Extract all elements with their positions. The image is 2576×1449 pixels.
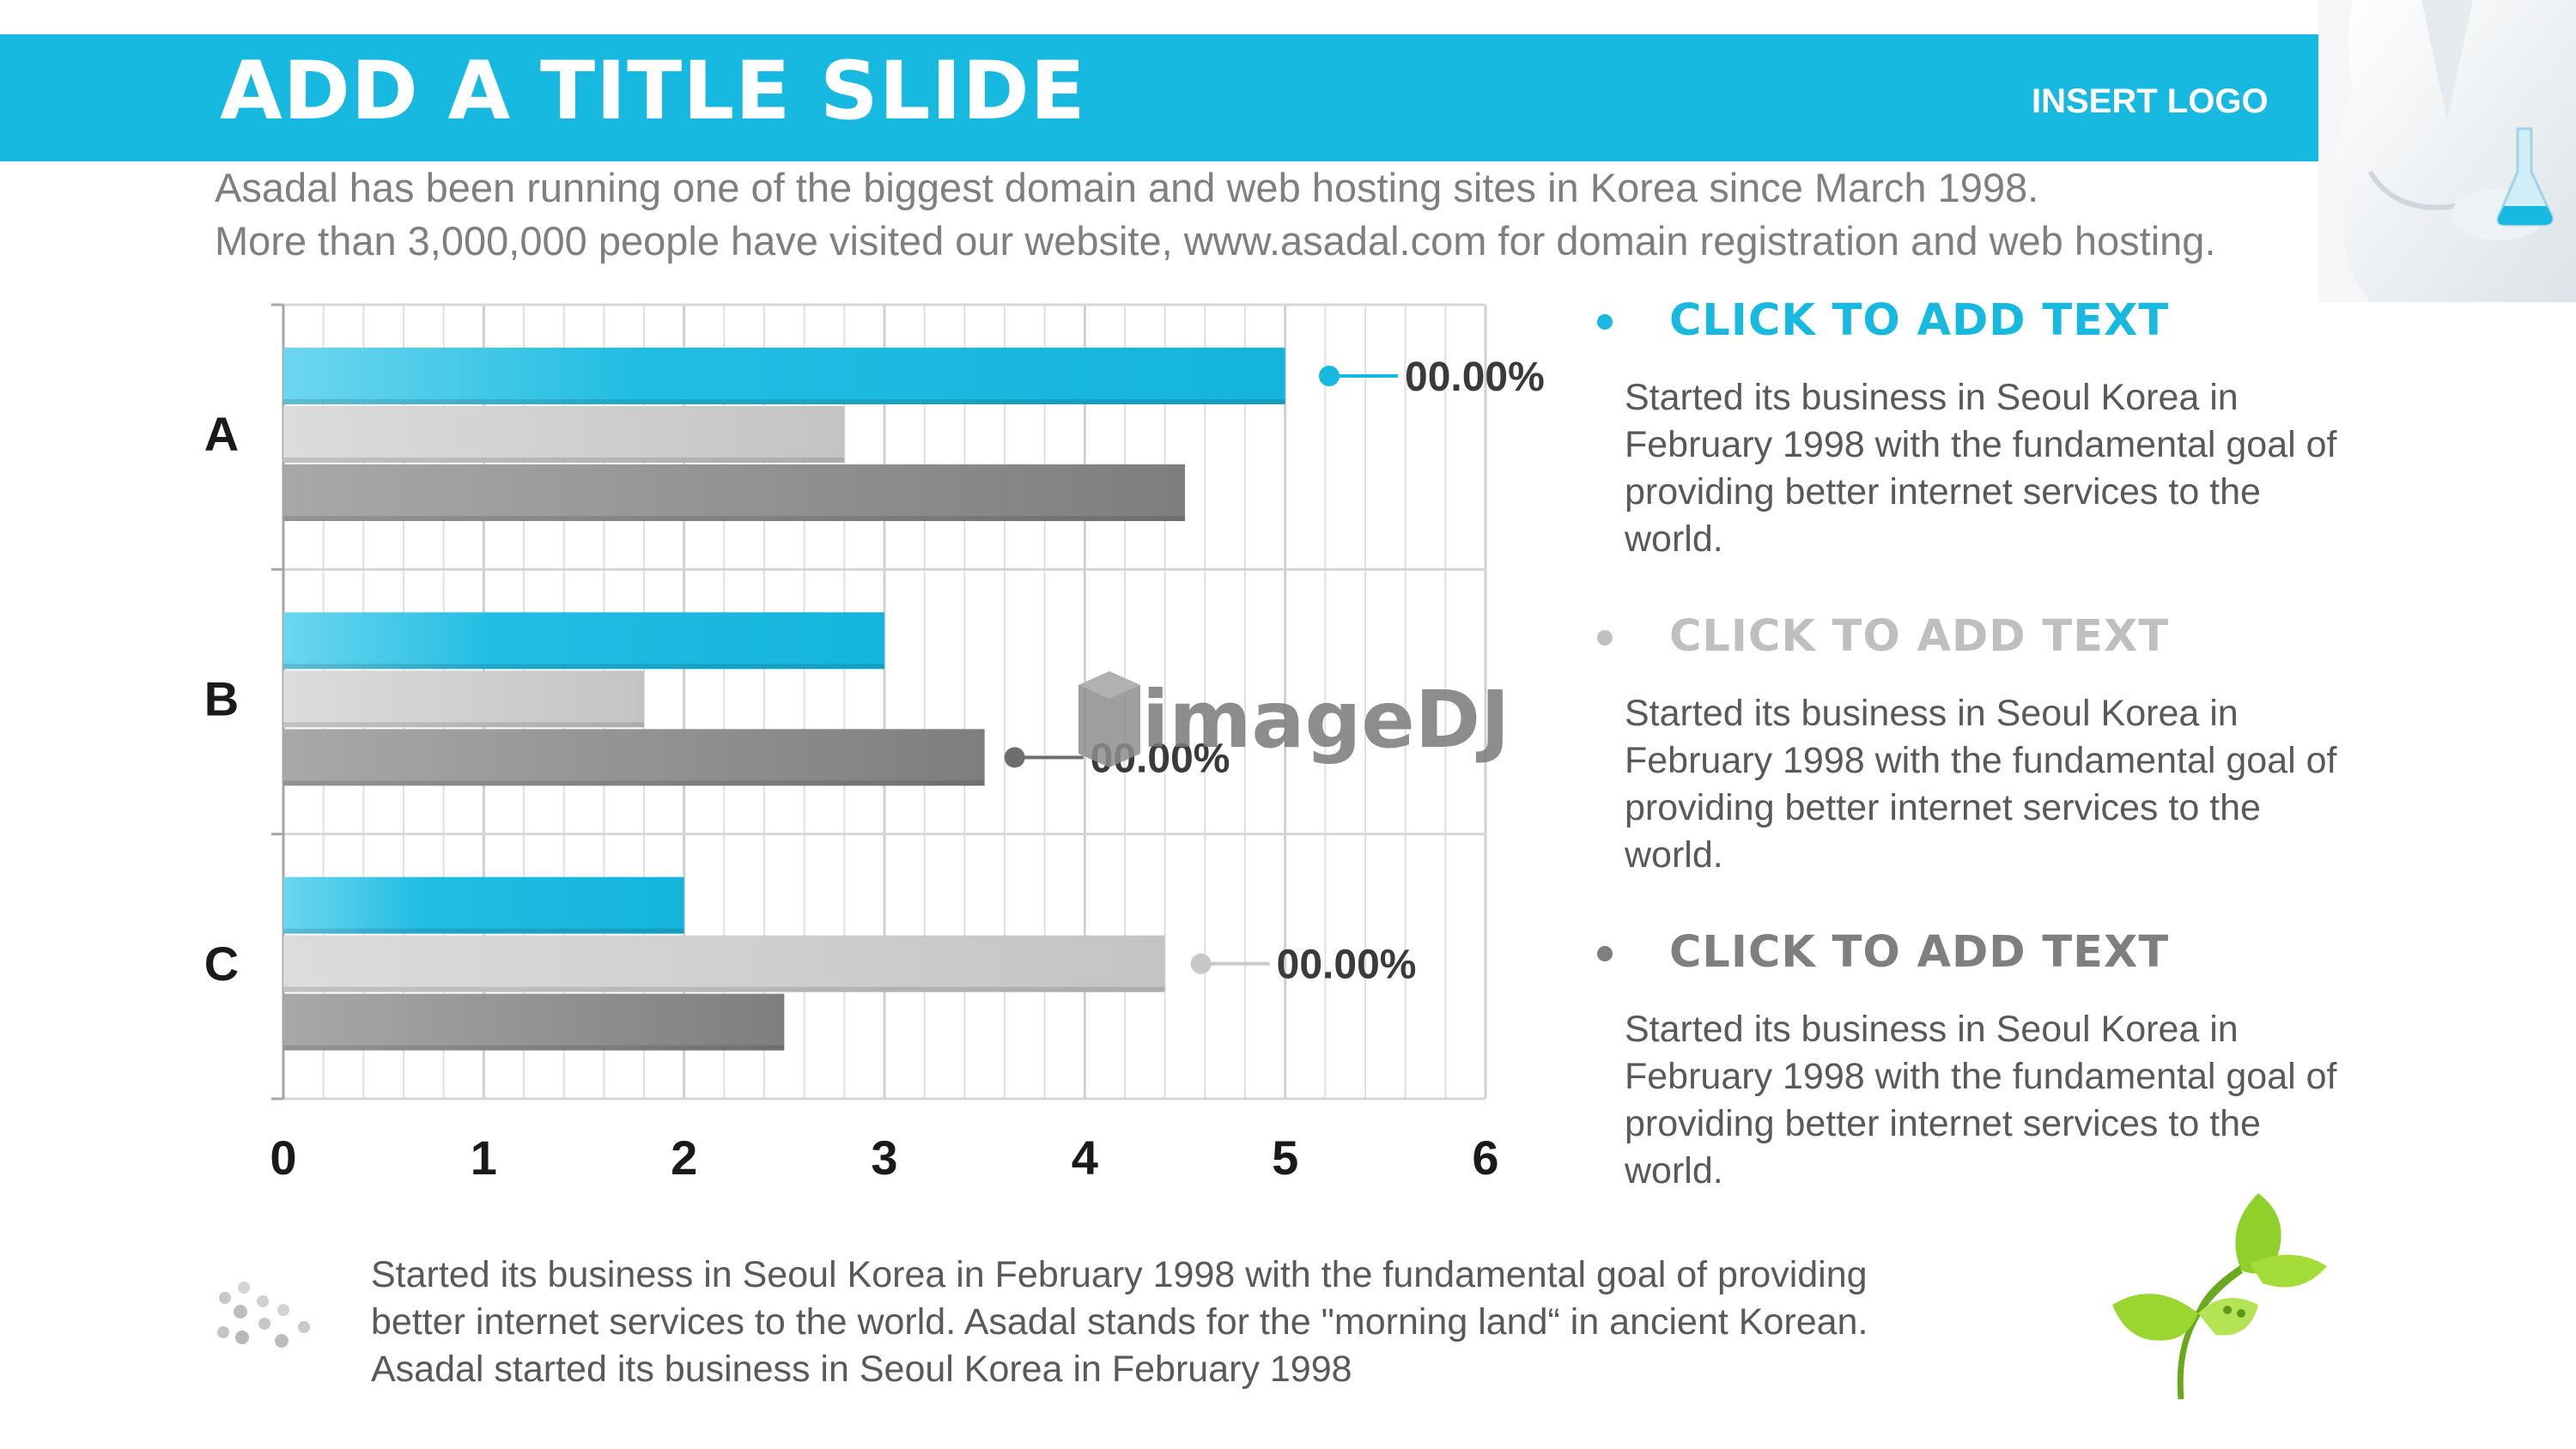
imagedj-watermark: imageDJ: [1078, 671, 1510, 767]
bullet-title[interactable]: CLICK TO ADD TEXT: [1669, 611, 2170, 662]
callout-dot: [1190, 953, 1212, 974]
category-label: B: [204, 672, 239, 726]
bar-shadow: [283, 399, 1285, 404]
footer-text: Started its business in Seoul Korea in F…: [371, 1252, 2020, 1393]
subtitle: Asadal has been running one of the bigge…: [215, 161, 2215, 268]
footer-line: better internet services to the world. A…: [371, 1301, 1868, 1343]
bullet-body[interactable]: Started its business in Seoul Korea in F…: [1625, 377, 2337, 560]
bar-A-2: [283, 464, 1185, 521]
bullet-body[interactable]: Started its business in Seoul Korea in F…: [1625, 1009, 2337, 1191]
sprout-icon: [2112, 1193, 2327, 1400]
bar-A-0: [283, 348, 1285, 404]
bar-B-1: [283, 670, 644, 728]
slide-title[interactable]: ADD A TITLE SLIDE: [220, 45, 1086, 138]
footer-line: Asadal started its business in Seoul Kor…: [371, 1349, 1352, 1390]
bar-shadow: [283, 516, 1185, 521]
watermark-text: imageDJ: [1142, 674, 1510, 766]
bar-shadow: [283, 986, 1165, 992]
bar-shadow: [283, 722, 644, 728]
subtitle-line: Asadal has been running one of the bigge…: [215, 165, 2039, 210]
x-tick-label: 4: [1072, 1131, 1098, 1185]
callout-dot: [1004, 747, 1025, 768]
bar-C-2: [283, 993, 785, 1051]
insert-logo-placeholder[interactable]: INSERT LOGO: [2032, 82, 2269, 120]
bar-C-0: [283, 876, 684, 934]
subtitle-line: More than 3,000,000 people have visited …: [215, 218, 2216, 264]
bar-shadow: [283, 780, 985, 786]
x-tick-label: 0: [270, 1131, 296, 1185]
bar-shadow: [283, 458, 845, 463]
title-band: [0, 34, 2370, 161]
bullet-dot-icon: [1597, 946, 1613, 961]
callout-dot: [1319, 366, 1340, 386]
dots-icon: [217, 1282, 310, 1348]
x-tick-label: 3: [871, 1131, 897, 1185]
bar-A-1: [283, 406, 845, 463]
bar-B-0: [283, 612, 884, 670]
x-tick-label: 5: [1272, 1131, 1298, 1185]
bullet-dot-icon: [1597, 630, 1613, 646]
bullet-title[interactable]: CLICK TO ADD TEXT: [1669, 295, 2170, 346]
callout-label: 00.00%: [1405, 355, 1545, 400]
category-label: C: [204, 937, 239, 991]
x-tick-label: 1: [471, 1131, 497, 1185]
bullet-dot-icon: [1597, 314, 1613, 330]
bar-shadow: [283, 1045, 785, 1051]
bullet-title[interactable]: CLICK TO ADD TEXT: [1669, 927, 2170, 978]
bar-shadow: [283, 928, 684, 934]
x-tick-label: 6: [1472, 1131, 1498, 1185]
callout-label: 00.00%: [1277, 943, 1417, 988]
category-label: A: [204, 407, 239, 461]
bar-B-2: [283, 729, 985, 786]
footer-line: Started its business in Seoul Korea in F…: [371, 1254, 1868, 1295]
scientist-photo: [2318, 0, 2576, 302]
bar-C-1: [283, 935, 1165, 992]
bar-shadow: [283, 664, 884, 670]
x-tick-label: 2: [671, 1131, 697, 1185]
bullet-body[interactable]: Started its business in Seoul Korea in F…: [1625, 693, 2337, 876]
